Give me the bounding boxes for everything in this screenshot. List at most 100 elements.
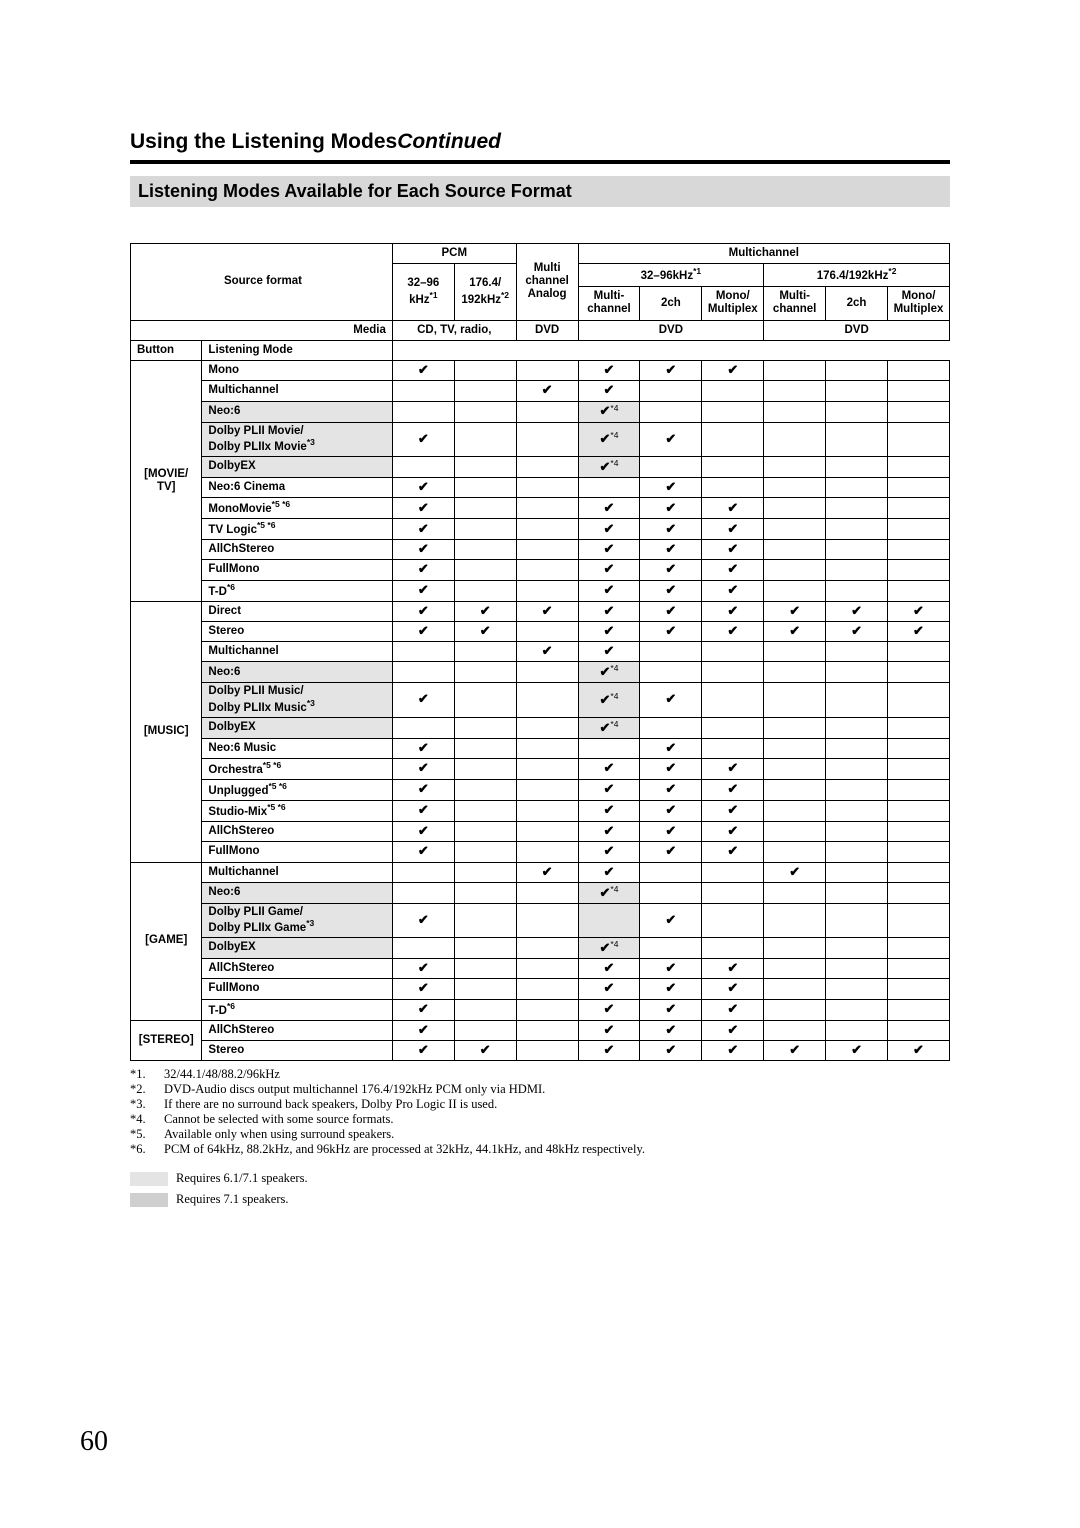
check-cell	[888, 903, 950, 937]
check-icon	[418, 763, 429, 775]
check-icon	[542, 867, 553, 879]
table-row: Neo:6*4	[131, 401, 950, 422]
check-icon	[418, 784, 429, 796]
check-cell	[578, 601, 640, 621]
check-cell	[764, 1040, 826, 1060]
check-cell	[454, 560, 516, 580]
check-cell	[826, 938, 888, 959]
check-icon	[604, 1045, 615, 1057]
check-cell	[640, 621, 702, 641]
check-cell	[826, 477, 888, 497]
check-cell	[454, 519, 516, 540]
check-icon	[604, 963, 615, 975]
check-cell	[454, 959, 516, 979]
button-cell: [MOVIE/ TV]	[131, 361, 202, 602]
check-cell	[454, 662, 516, 683]
check-cell	[392, 560, 454, 580]
check-cell	[764, 959, 826, 979]
check-icon	[665, 1045, 676, 1057]
table-row: [GAME]Multichannel	[131, 862, 950, 882]
check-cell	[392, 738, 454, 758]
check-cell	[516, 938, 578, 959]
check-cell	[454, 361, 516, 381]
check-cell	[826, 780, 888, 801]
table-row: FullMono	[131, 979, 950, 999]
check-cell	[702, 801, 764, 822]
check-cell	[392, 882, 454, 903]
check-cell: *4	[578, 456, 640, 477]
check-cell	[578, 477, 640, 497]
check-icon	[600, 943, 611, 955]
check-icon	[604, 626, 615, 638]
check-cell	[578, 560, 640, 580]
check-icon	[604, 524, 615, 536]
check-icon	[600, 667, 611, 679]
check-icon	[665, 585, 676, 597]
check-cell	[516, 401, 578, 422]
check-cell	[702, 822, 764, 842]
table-row: Unplugged*5 *6	[131, 780, 950, 801]
footnote: *4.Cannot be selected with some source f…	[130, 1112, 950, 1127]
listening-mode-cell: FullMono	[202, 979, 392, 999]
check-cell	[454, 498, 516, 519]
check-cell	[578, 621, 640, 641]
table-row: Neo:6*4	[131, 882, 950, 903]
check-cell	[702, 601, 764, 621]
check-cell	[764, 801, 826, 822]
check-cell	[640, 999, 702, 1020]
check-cell	[454, 979, 516, 999]
listening-mode-cell: DolbyEX	[202, 456, 392, 477]
legend-text-dark: Requires 7.1 speakers.	[176, 1192, 288, 1207]
check-cell	[578, 758, 640, 779]
check-icon	[604, 784, 615, 796]
check-cell	[516, 683, 578, 717]
listening-mode-cell: Dolby PLII Movie/Dolby PLIIx Movie*3	[202, 422, 392, 456]
check-cell	[764, 361, 826, 381]
legend-row-light: Requires 6.1/7.1 speakers.	[130, 1171, 950, 1186]
check-cell	[454, 621, 516, 641]
check-icon	[604, 826, 615, 838]
table-row: TV Logic*5 *6	[131, 519, 950, 540]
header-sub-mono-1: Mono/ Multiplex	[702, 287, 764, 320]
check-cell	[826, 738, 888, 758]
check-cell	[702, 642, 764, 662]
table-row: [STEREO]AllChStereo	[131, 1020, 950, 1040]
footnotes: *1.32/44.1/48/88.2/96kHz*2.DVD-Audio dis…	[130, 1067, 950, 1157]
check-cell	[826, 683, 888, 717]
check-cell	[764, 540, 826, 560]
check-cell	[640, 662, 702, 683]
check-icon	[480, 606, 491, 618]
check-icon	[600, 406, 611, 418]
check-cell	[888, 401, 950, 422]
check-cell	[640, 560, 702, 580]
check-cell	[764, 580, 826, 601]
check-cell	[640, 456, 702, 477]
check-cell	[702, 1020, 764, 1040]
listening-mode-cell: Multichannel	[202, 642, 392, 662]
check-cell	[826, 662, 888, 683]
check-cell	[640, 903, 702, 937]
check-icon	[600, 462, 611, 474]
check-cell	[392, 758, 454, 779]
check-cell	[516, 580, 578, 601]
check-cell: *4	[578, 938, 640, 959]
check-cell	[888, 519, 950, 540]
check-cell	[702, 903, 764, 937]
check-cell	[888, 717, 950, 738]
check-cell	[578, 979, 640, 999]
check-icon	[418, 1025, 429, 1037]
listening-modes-table: Source format PCM Multi channel Analog M…	[130, 243, 950, 1061]
table-row: DolbyEX*4	[131, 938, 950, 959]
check-cell	[578, 580, 640, 601]
check-cell	[640, 381, 702, 401]
check-cell	[888, 1020, 950, 1040]
listening-mode-cell: T-D*6	[202, 580, 392, 601]
check-cell	[888, 683, 950, 717]
check-cell	[516, 738, 578, 758]
check-cell	[826, 979, 888, 999]
check-cell	[702, 683, 764, 717]
page-title-continued: Continued	[397, 130, 501, 153]
table-row: AllChStereo	[131, 822, 950, 842]
check-icon	[665, 846, 676, 858]
check-icon	[480, 626, 491, 638]
